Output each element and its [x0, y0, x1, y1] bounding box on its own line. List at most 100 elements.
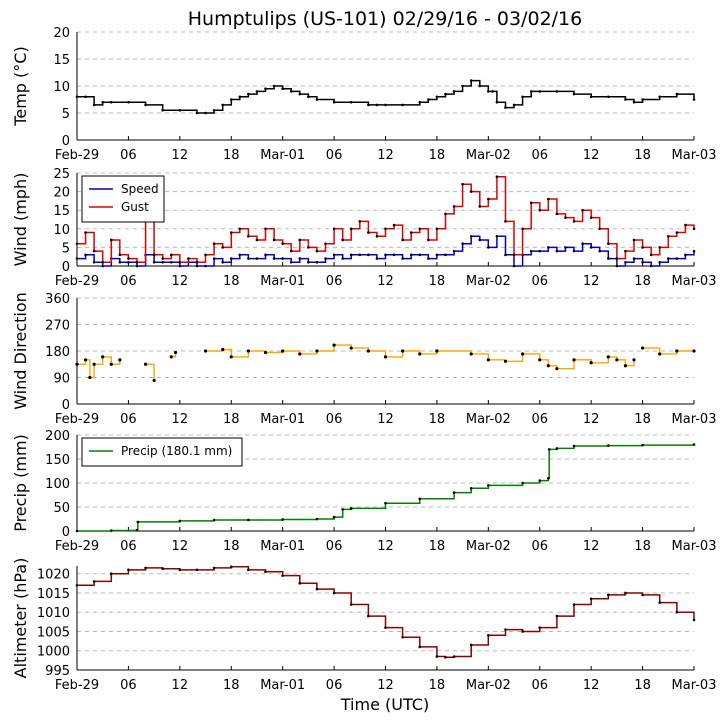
wind-series-speed-point	[349, 253, 353, 257]
wind-series-speed-point	[92, 260, 96, 264]
wdir-series-wind-direction-point	[152, 378, 156, 383]
wdir-series-wind-direction-point	[632, 358, 636, 362]
temp-series-temp-point	[641, 98, 644, 101]
wind-series-speed-point	[84, 253, 87, 257]
wdir-x-tick-label: Feb-29	[55, 412, 99, 427]
wind-y-tick-label: 10	[53, 223, 70, 238]
panel-wind: 0 5 10 15 20 25 Feb-29 06 12 18 Mar-01 06 12 18 Mar-02…	[11, 167, 716, 289]
wdir-series-wind-direction-point	[298, 352, 302, 356]
wind-series-speed-point	[658, 260, 662, 264]
alt-x-tick-label: 12	[172, 678, 189, 693]
wind-series-speed-point	[272, 257, 276, 260]
precip-series-precip-180-1-mm-point	[75, 529, 79, 533]
wind-x-tick-label: 18	[223, 274, 240, 289]
temp-x-tick-label: 18	[223, 148, 240, 163]
wind-series-gust-point	[375, 234, 379, 238]
wdir-series-wind-direction-segment	[145, 363, 155, 381]
temp-series-temp-point	[332, 100, 336, 104]
wind-series-speed-point	[358, 253, 362, 257]
wdir-series-wind-direction-point	[332, 343, 336, 347]
temp-series-temp-point	[161, 109, 164, 112]
wind-series-gust-point	[349, 227, 353, 231]
wind-series-gust-point	[615, 257, 619, 260]
wind-series-gust-point	[427, 238, 430, 242]
alt-y-tick-label: 1010	[37, 606, 70, 621]
temp-series-temp-point	[375, 103, 379, 107]
wind-x-tick-label: Feb-29	[55, 274, 99, 289]
wind-series-gust-point	[384, 227, 387, 231]
wind-series-gust-point	[684, 223, 687, 227]
wind-series-speed-point	[324, 257, 327, 260]
wind-series-gust-point	[581, 208, 584, 212]
wind-series-gust-point	[212, 242, 216, 245]
wind-series-gust-point	[367, 231, 370, 234]
wdir-series-wind-direction-point	[615, 358, 619, 362]
alt-series-altimeter-point	[538, 626, 542, 629]
wind-series-gust-point	[307, 246, 310, 249]
wdir-y-tick-label: 90	[53, 372, 70, 387]
temp-series-temp-point	[84, 95, 87, 99]
wind-series-speed-point	[392, 253, 396, 257]
wind-series-gust-point	[127, 257, 130, 260]
wind-x-tick-label: 06	[326, 274, 343, 289]
wind-series-speed-point	[461, 242, 464, 245]
wind-series-speed-point	[264, 253, 267, 257]
temp-series-temp-point	[212, 109, 216, 112]
alt-y-tick-label: 1000	[37, 645, 70, 660]
precip-legend: Precip (180.1 mm)	[81, 437, 243, 467]
temp-series-temp-point	[632, 100, 636, 104]
temp-series-temp-point	[401, 103, 404, 107]
precip-series-precip-180-1-mm-point	[607, 444, 610, 447]
wind-x-tick-label: 06	[120, 274, 137, 289]
wind-series-speed-point	[375, 257, 379, 260]
alt-y-tick-label: 995	[45, 664, 70, 679]
panel-alt: 995 1000 1005 1010 1015 1020 Feb-29 06 12 18 Mar-0…	[11, 558, 716, 693]
wdir-x-tick-label: 12	[583, 412, 600, 427]
wind-series-gust-point	[272, 238, 276, 242]
wind-series-gust-point	[238, 227, 242, 231]
temp-series-temp-point	[491, 90, 494, 93]
wind-series-speed-point	[255, 257, 259, 260]
wind-series-gust-point	[487, 197, 490, 201]
wind-series-gust-point	[392, 223, 396, 227]
alt-y-tick-label: 1015	[37, 587, 70, 602]
temp-y-tick-label: 20	[53, 26, 70, 41]
temp-series-temp-point	[229, 98, 233, 101]
wdir-series-wind-direction-point	[538, 358, 542, 362]
wind-series-speed-point	[178, 264, 182, 268]
wdir-x-tick-label: Mar-02	[466, 412, 511, 427]
wdir-y-tick-label: 360	[45, 292, 70, 307]
wind-series-speed-point	[247, 257, 250, 260]
wind-series-speed-point	[221, 260, 224, 264]
wind-series-gust-point	[332, 227, 336, 231]
alt-x-tick-label: 18	[634, 678, 651, 693]
wind-series-gust-point	[401, 238, 404, 242]
precip-x-tick-label: 18	[429, 539, 446, 554]
wind-series-gust-point	[666, 234, 670, 238]
wdir-x-tick-label: 18	[429, 412, 446, 427]
wdir-series-wind-direction-point	[83, 358, 88, 362]
wind-series-speed-point	[487, 246, 490, 249]
wind-series-gust-point	[418, 227, 422, 231]
wind-series-gust-point	[658, 246, 662, 249]
precip-series-precip-180-1-mm-point	[469, 486, 473, 490]
temp-x-tick-label: Feb-29	[55, 148, 99, 163]
wind-x-tick-label: 18	[634, 274, 651, 289]
temp-series-temp-point	[75, 95, 79, 99]
precip-series-precip-180-1-mm-point	[547, 476, 550, 480]
wind-series-gust-point	[135, 260, 139, 264]
wind-series-speed-point	[289, 260, 293, 264]
wind-series-gust-point	[675, 231, 679, 234]
alt-series-altimeter-point	[264, 570, 267, 574]
wdir-series-wind-direction-point	[469, 352, 473, 356]
temp-x-tick-label: 06	[531, 148, 548, 163]
wdir-series-wind-direction-point	[221, 347, 225, 352]
wind-series-speed-point	[598, 249, 602, 253]
temp-x-tick-label: 12	[583, 148, 600, 163]
alt-x-tick-label: 18	[429, 678, 446, 693]
temp-series-temp-point	[195, 111, 199, 115]
wind-series-gust-point	[204, 253, 207, 257]
wind-y-tick-label: 15	[53, 204, 70, 219]
wdir-series-wind-direction-point	[658, 352, 662, 356]
